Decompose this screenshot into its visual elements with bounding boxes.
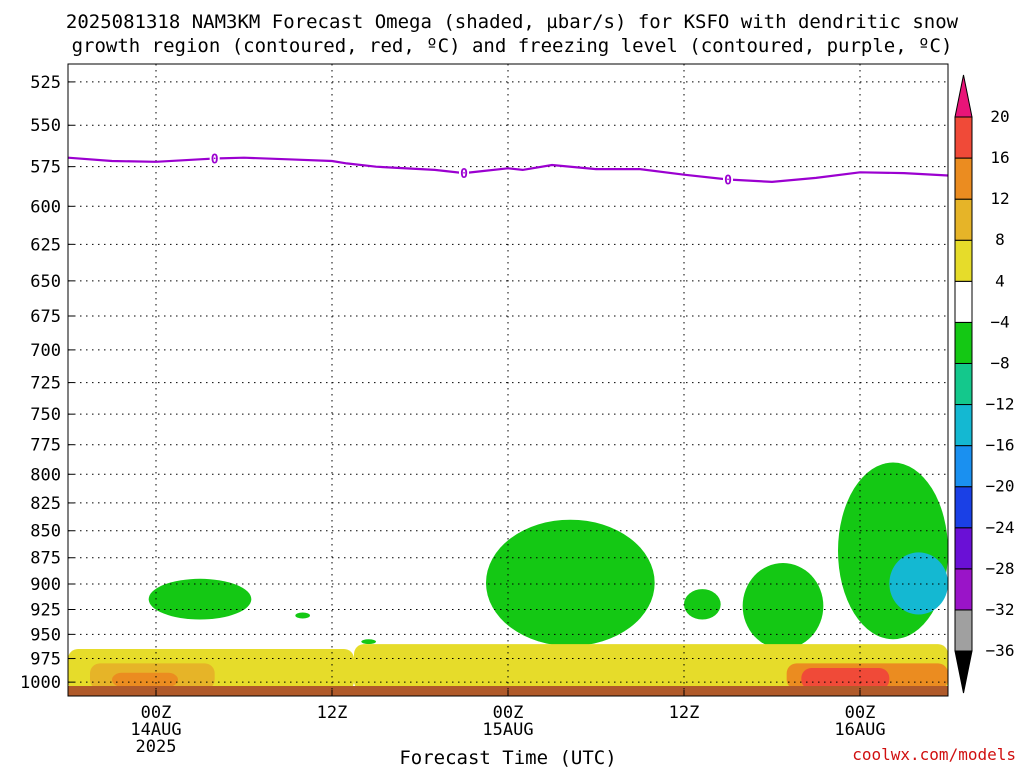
- credit-text: coolwx.com/models: [852, 745, 1016, 764]
- omega-region: [112, 672, 178, 687]
- x-tick-label: 16AUG: [834, 720, 885, 740]
- colorbar-segment: [954, 486, 973, 529]
- x-tick-label: 00Z: [493, 703, 524, 723]
- y-tick-label: 925: [30, 601, 61, 621]
- y-tick-label: 900: [30, 575, 61, 595]
- y-tick-label: 875: [30, 549, 61, 569]
- omega-region: [889, 552, 949, 615]
- colorbar-label: −36: [986, 641, 1015, 660]
- freezing-level-label-bg: [459, 165, 469, 181]
- omega-shading-layer: [68, 462, 949, 696]
- colorbar-arrow-top: [954, 74, 973, 118]
- x-tick-label: 12Z: [317, 703, 348, 723]
- colorbar-segment: [954, 321, 973, 364]
- omega-region: [361, 639, 376, 645]
- y-tick-label: 750: [30, 405, 61, 425]
- colorbar-label: −28: [986, 559, 1015, 578]
- y-tick-label: 525: [30, 73, 61, 93]
- y-tick-label: 550: [30, 116, 61, 136]
- colorbar-segment: [954, 445, 973, 488]
- omega-region: [801, 668, 890, 690]
- omega-region: [684, 589, 721, 620]
- y-tick-label: 600: [30, 197, 61, 217]
- omega-region: [742, 563, 824, 649]
- colorbar-label: 20: [990, 107, 1009, 126]
- colorbar-label: −12: [986, 395, 1015, 414]
- freezing-level-layer: 0 0 0: [67, 150, 949, 189]
- y-tick-label: 625: [30, 235, 61, 255]
- freezing-level-label-bg: [209, 150, 220, 166]
- x-tick-label: 12Z: [669, 703, 700, 723]
- freezing-level-label: 0: [460, 167, 468, 182]
- colorbar-label: −8: [990, 353, 1009, 372]
- x-tick-label: 00Z: [141, 703, 172, 723]
- freezing-level-label: 0: [724, 174, 732, 189]
- colorbar-label: −24: [986, 518, 1015, 537]
- omega-region: [295, 612, 310, 619]
- colorbar-label: −16: [986, 436, 1015, 455]
- x-tick-label: 2025: [136, 737, 177, 757]
- colorbar-segment: [954, 280, 973, 323]
- colorbar-arrow-bottom: [954, 650, 973, 694]
- x-tick-label: 00Z: [845, 703, 876, 723]
- y-tick-label: 825: [30, 494, 61, 514]
- colorbar-segment: [954, 239, 973, 282]
- y-tick-label: 700: [30, 341, 61, 361]
- colorbar-segment: [954, 362, 973, 406]
- title-line-1: 2025081318 NAM3KM Forecast Omega (shaded…: [66, 11, 959, 33]
- colorbar-segment: [954, 404, 973, 447]
- colorbar-segment: [954, 568, 973, 611]
- grid-lines: [68, 64, 948, 696]
- freezing-level-label: 0: [211, 153, 219, 168]
- freezing-level-label-bg: [723, 171, 733, 187]
- colorbar-label: −20: [986, 477, 1015, 496]
- colorbar-label: 4: [995, 271, 1005, 290]
- colorbar-label: 16: [990, 148, 1009, 167]
- y-tick-label: 650: [30, 272, 61, 292]
- colorbar-label: −32: [986, 600, 1015, 619]
- omega-region: [485, 519, 655, 647]
- y-tick-label: 775: [30, 436, 61, 456]
- y-tick-label: 975: [30, 650, 61, 670]
- colorbar-segment: [954, 198, 973, 241]
- y-tick-label: 1000: [20, 673, 61, 693]
- y-tick-label: 800: [30, 465, 61, 485]
- omega-region: [148, 578, 252, 620]
- y-axis-ticks: 525 550 575 600 625 650 675 700 725 750 775 800 825 8…: [20, 73, 74, 693]
- x-axis-title: Forecast Time (UTC): [399, 747, 616, 768]
- omega-region: [838, 462, 948, 640]
- y-tick-label: 675: [30, 307, 61, 327]
- x-tick-label: 15AUG: [482, 720, 533, 740]
- colorbar-segment: [954, 527, 973, 570]
- y-tick-label: 725: [30, 374, 61, 394]
- colorbar-label: 12: [990, 189, 1009, 208]
- colorbar: −36 −32 −28 −24 −20 −16 −12 −8 −4 4 8 12 16 20: [954, 74, 1015, 694]
- y-tick-label: 575: [30, 158, 61, 178]
- colorbar-label: −4: [990, 312, 1009, 331]
- title-line-2: growth region (contoured, red, ºC) and f…: [72, 35, 953, 57]
- colorbar-segment: [954, 116, 973, 159]
- colorbar-label: 8: [995, 230, 1005, 249]
- colorbar-segment: [954, 157, 973, 200]
- y-tick-label: 950: [30, 625, 61, 645]
- colorbar-segment: [954, 609, 973, 652]
- x-tick-label: 14AUG: [130, 720, 181, 740]
- y-tick-label: 850: [30, 522, 61, 542]
